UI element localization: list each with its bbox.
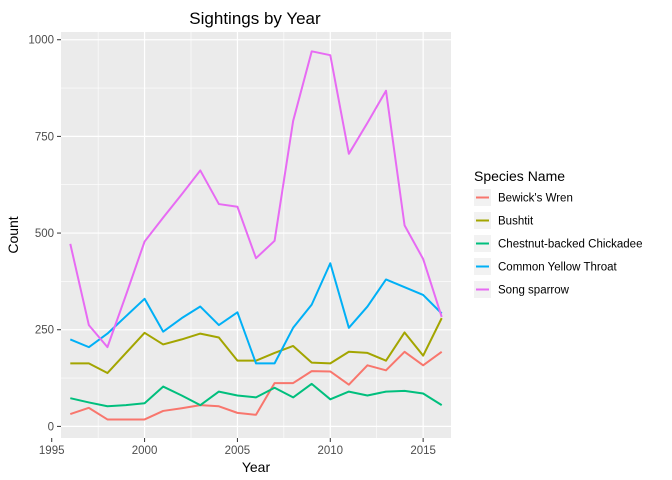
grid-minor [61,32,451,438]
y-axis: 0 250 500 750 1000 [28,35,61,433]
legend-item-bewick-s-wren: Bewick's Wren [474,189,573,206]
chart-title: Sightings by Year [189,9,321,28]
series-line-common-yellow-throat [69,262,443,365]
series-line-bewick-s-wren [69,350,443,421]
y-axis-title: Count [5,216,21,253]
grid-major [61,32,451,438]
series-lines [69,50,443,421]
series-line-song-sparrow [69,50,443,349]
y-tick-label: 250 [35,325,54,337]
legend-label: Bushtit [498,216,534,228]
series-line-chestnut-backed-chickadee [70,382,443,408]
x-tick-label: 2015 [410,445,436,457]
legend-items: Bewick's Wren Bushtit Chestnut-backed Chic… [474,189,642,298]
legend-item-song-sparrow: Song sparrow [474,281,570,298]
x-tick-label: 1995 [39,445,65,457]
legend-label: Bewick's Wren [498,193,573,205]
legend-item-bushtit: Bushtit [474,212,534,229]
legend-item-common-yellow-throat: Common Yellow Throat [474,258,617,275]
legend-label: Song sparrow [498,285,570,297]
x-axis: 1995 2000 2005 2010 2015 [39,438,436,457]
x-tick-label: 2010 [317,445,343,457]
x-tick-label: 2005 [225,445,251,457]
y-tick-label: 500 [35,228,54,240]
x-axis-title: Year [242,459,271,475]
y-tick-label: 1000 [28,35,54,47]
y-tick-label: 750 [35,131,54,143]
legend-title: Species Name [474,168,565,184]
legend-label: Chestnut-backed Chickadee [498,239,642,251]
x-tick-label: 2000 [132,445,158,457]
legend: Species Name Bewick's Wren Bushtit Chestnu… [474,168,642,298]
plot-panel [61,32,451,438]
y-tick-label: 0 [48,421,54,433]
legend-item-chestnut-backed-chickadee: Chestnut-backed Chickadee [474,235,642,252]
legend-label: Common Yellow Throat [498,262,617,274]
